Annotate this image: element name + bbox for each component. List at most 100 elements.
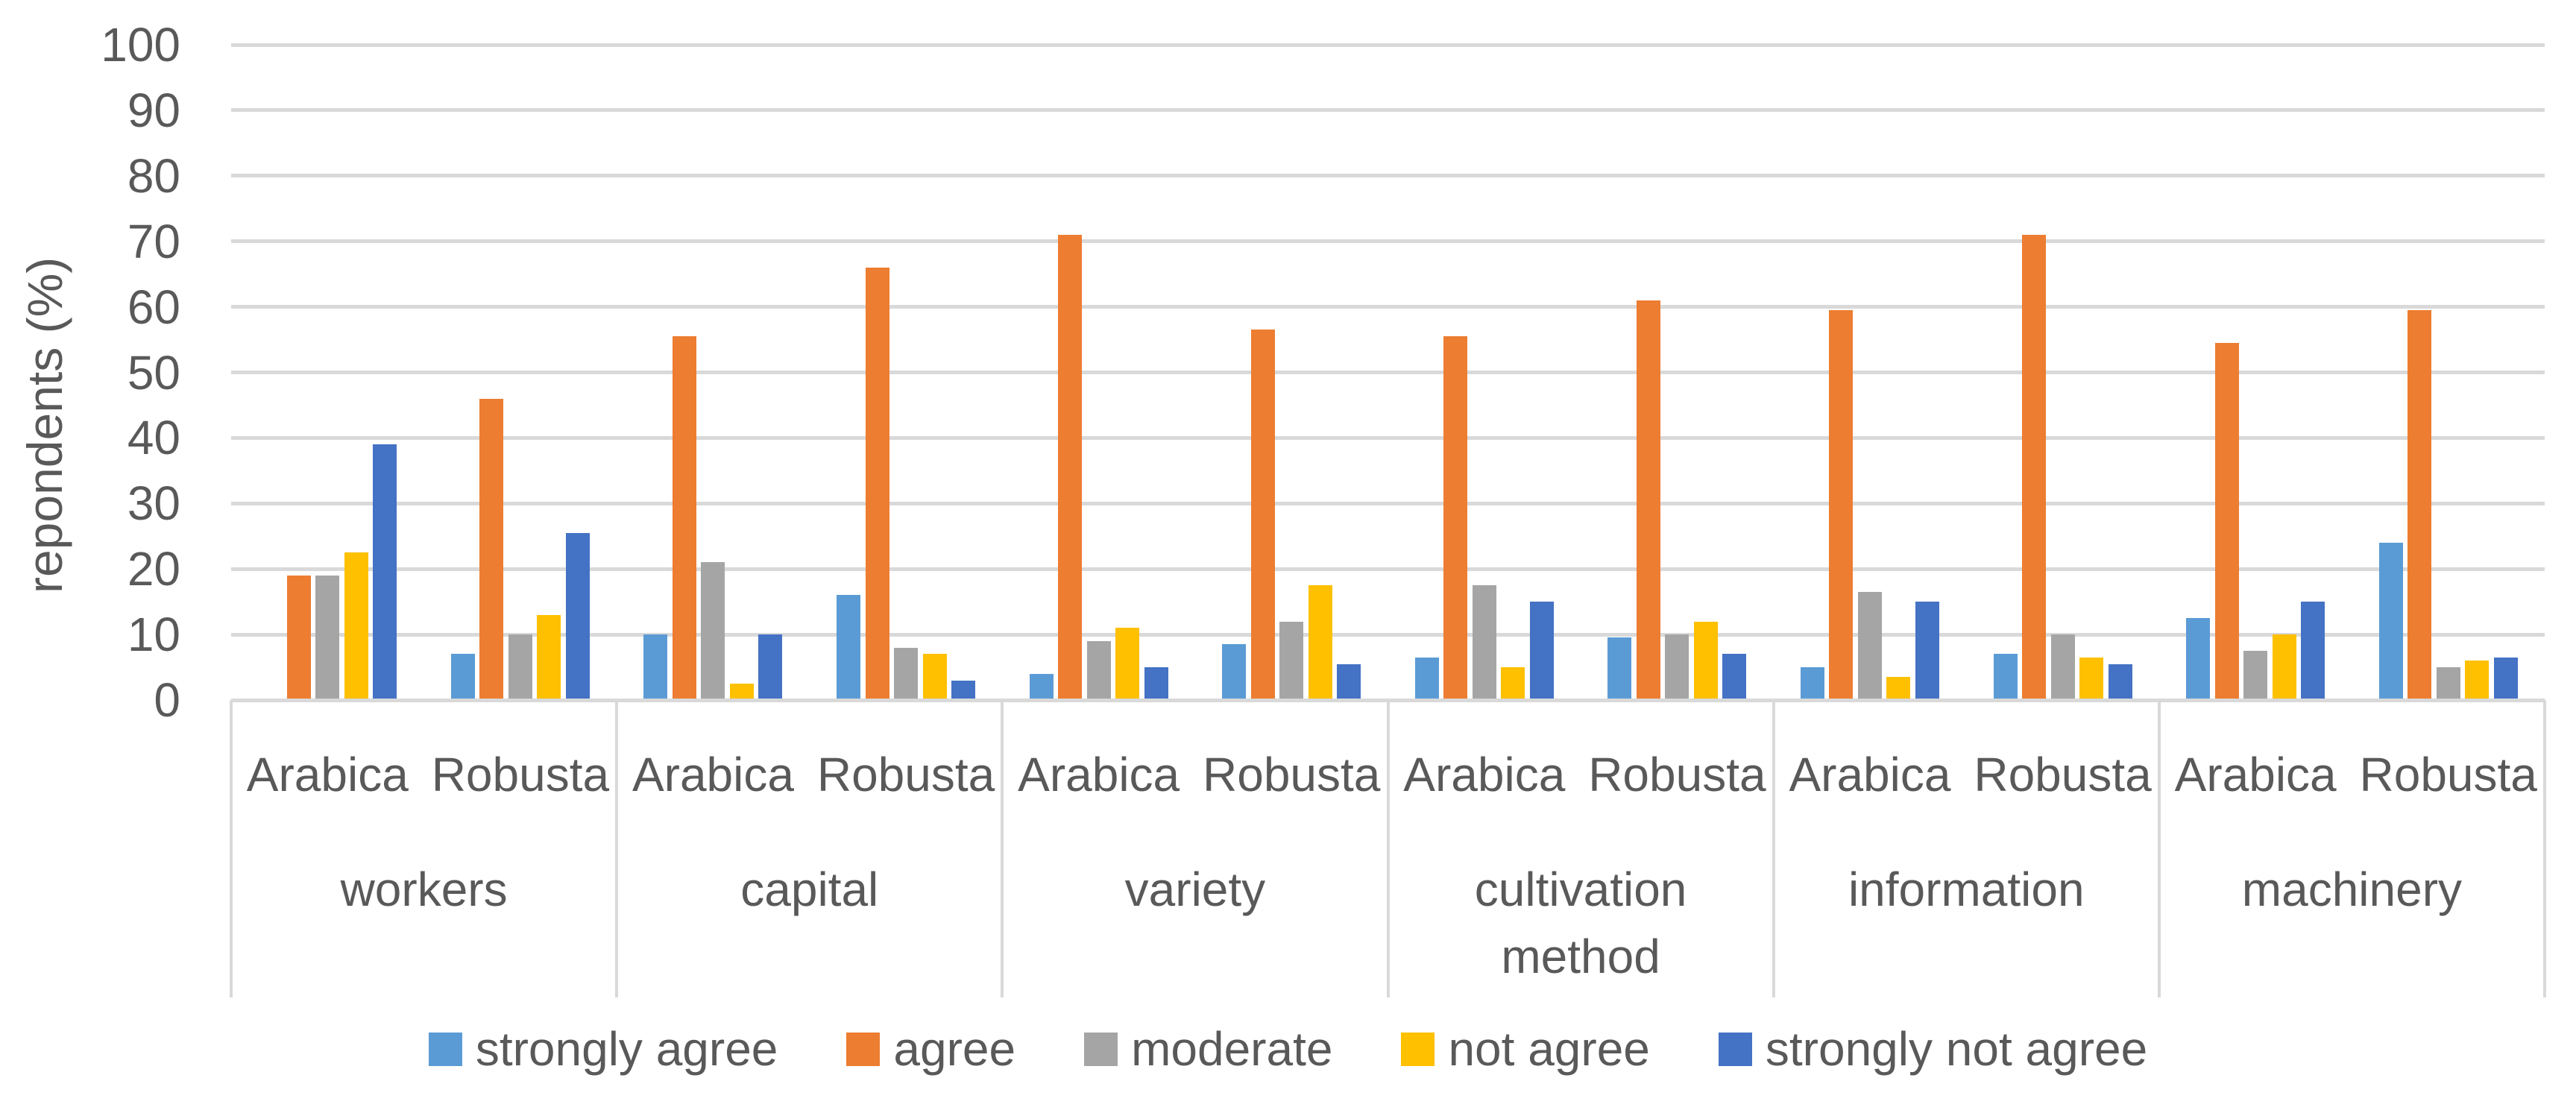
legend-label: not agree bbox=[1448, 1022, 1650, 1076]
bar-information-arabica-moderate bbox=[1857, 591, 1882, 700]
y-tick-label: 100 bbox=[101, 18, 180, 72]
bar-cultivation-method-arabica-strongly-not-agree bbox=[1529, 602, 1554, 700]
legend-item-strongly-not-agree: strongly not agree bbox=[1718, 1022, 2148, 1076]
bar-variety-robusta-strongly-agree bbox=[1222, 644, 1247, 700]
gridline bbox=[231, 501, 2545, 505]
bar-capital-arabica-agree bbox=[672, 336, 696, 700]
bar-variety-arabica-strongly-not-agree bbox=[1144, 667, 1168, 700]
subgroup-label-workers-arabica: Arabica bbox=[246, 748, 409, 801]
y-tick-label: 60 bbox=[127, 280, 180, 334]
bar-cultivation-method-arabica-agree bbox=[1443, 336, 1468, 700]
y-tick-label: 10 bbox=[127, 608, 180, 662]
bar-workers-robusta-not-agree bbox=[537, 614, 561, 700]
bar-cultivation-method-robusta-strongly-not-agree bbox=[1722, 654, 1747, 700]
legend-item-strongly-agree: strongly agree bbox=[428, 1022, 778, 1076]
bar-variety-arabica-moderate bbox=[1086, 640, 1111, 700]
gridline bbox=[231, 305, 2545, 309]
y-tick-label: 30 bbox=[127, 476, 180, 531]
bar-machinery-robusta-moderate bbox=[2436, 667, 2460, 700]
bar-machinery-arabica-strongly-agree bbox=[2186, 618, 2211, 700]
bar-workers-robusta-moderate bbox=[508, 634, 532, 700]
bar-workers-arabica-strongly-not-agree bbox=[373, 444, 397, 700]
bar-capital-robusta-strongly-not-agree bbox=[951, 680, 976, 700]
y-tick-label: 40 bbox=[127, 411, 180, 465]
bar-variety-robusta-strongly-not-agree bbox=[1337, 663, 1361, 700]
bar-machinery-arabica-agree bbox=[2214, 342, 2239, 700]
bar-cultivation-method-robusta-agree bbox=[1636, 300, 1660, 700]
bar-capital-robusta-moderate bbox=[894, 647, 919, 700]
category-divider bbox=[2157, 700, 2161, 997]
gridline bbox=[231, 174, 2545, 178]
y-tick-label: 80 bbox=[127, 148, 180, 203]
bar-cultivation-method-arabica-strongly-agree bbox=[1414, 657, 1439, 700]
group-label-variety: variety bbox=[1124, 863, 1266, 916]
legend-item-agree: agree bbox=[846, 1023, 1015, 1075]
bar-machinery-robusta-strongly-not-agree bbox=[2493, 657, 2518, 700]
category-divider bbox=[1386, 700, 1390, 997]
y-tick-label: 50 bbox=[127, 345, 180, 400]
subgroup-label-machinery-robusta: Robusta bbox=[2359, 748, 2537, 801]
y-tick-label: 20 bbox=[127, 542, 180, 596]
bar-workers-robusta-strongly-not-agree bbox=[565, 532, 590, 700]
gridline bbox=[231, 567, 2545, 571]
bar-variety-robusta-agree bbox=[1250, 330, 1275, 700]
legend-swatch-strongly-not-agree bbox=[1718, 1032, 1752, 1066]
y-tick-label: 70 bbox=[127, 214, 180, 268]
gridline bbox=[231, 108, 2545, 113]
bar-machinery-arabica-strongly-not-agree bbox=[2301, 602, 2325, 700]
bar-machinery-arabica-moderate bbox=[2243, 651, 2268, 700]
legend-swatch-strongly-agree bbox=[428, 1032, 462, 1066]
bar-information-robusta-strongly-not-agree bbox=[2108, 663, 2132, 700]
bar-machinery-robusta-strongly-agree bbox=[2378, 543, 2403, 700]
bar-workers-robusta-strongly-agree bbox=[450, 654, 475, 700]
bar-capital-robusta-agree bbox=[865, 267, 889, 700]
bar-cultivation-method-robusta-moderate bbox=[1665, 634, 1689, 700]
bar-variety-robusta-moderate bbox=[1279, 621, 1304, 700]
subgroup-label-cultivation-method-robusta: Robusta bbox=[1588, 748, 1766, 801]
legend-item-moderate: moderate bbox=[1084, 1023, 1332, 1075]
bar-information-arabica-agree bbox=[1829, 309, 1854, 700]
legend-swatch-moderate bbox=[1084, 1032, 1118, 1066]
bar-cultivation-method-robusta-not-agree bbox=[1693, 621, 1718, 700]
bar-information-robusta-strongly-agree bbox=[1993, 654, 2018, 700]
gridline bbox=[231, 371, 2545, 374]
bar-capital-arabica-strongly-not-agree bbox=[758, 634, 783, 700]
bar-workers-arabica-not-agree bbox=[344, 552, 368, 700]
legend: strongly agree agree moderate not agree stro… bbox=[0, 1023, 2576, 1075]
gridline bbox=[231, 435, 2545, 440]
y-tick-label: 90 bbox=[127, 83, 180, 137]
bar-cultivation-method-robusta-strongly-agree bbox=[1607, 637, 1632, 700]
legend-label: strongly not agree bbox=[1765, 1022, 2148, 1076]
bar-capital-arabica-strongly-agree bbox=[643, 634, 668, 700]
legend-swatch-not-agree bbox=[1401, 1032, 1435, 1066]
bar-variety-arabica-agree bbox=[1058, 234, 1083, 700]
subgroup-label-capital-arabica: Arabica bbox=[632, 748, 794, 801]
bar-variety-arabica-strongly-agree bbox=[1029, 673, 1054, 700]
bar-information-robusta-agree bbox=[2022, 234, 2047, 700]
group-label-workers: workers bbox=[340, 863, 508, 916]
group-label-information: information bbox=[1848, 863, 2085, 916]
bar-workers-arabica-moderate bbox=[315, 575, 340, 700]
group-label-cultivation-method: cultivation method bbox=[1474, 863, 1687, 983]
legend-label: moderate bbox=[1131, 1022, 1333, 1076]
legend-label: strongly agree bbox=[475, 1022, 778, 1076]
bar-variety-robusta-not-agree bbox=[1308, 585, 1332, 700]
subgroup-label-capital-robusta: Robusta bbox=[816, 748, 995, 801]
bar-information-robusta-not-agree bbox=[2079, 657, 2104, 700]
bar-machinery-arabica-not-agree bbox=[2272, 634, 2296, 700]
gridline bbox=[231, 632, 2545, 637]
bar-variety-arabica-not-agree bbox=[1115, 628, 1140, 700]
legend-item-not-agree: not agree bbox=[1401, 1022, 1650, 1076]
subgroup-label-workers-robusta: Robusta bbox=[431, 748, 610, 801]
subgroup-label-information-robusta: Robusta bbox=[1974, 748, 2152, 801]
bar-information-arabica-strongly-agree bbox=[1800, 667, 1824, 700]
bar-machinery-robusta-not-agree bbox=[2465, 661, 2490, 700]
category-divider bbox=[1772, 700, 1775, 997]
bar-capital-robusta-strongly-agree bbox=[837, 595, 861, 700]
legend-swatch-agree bbox=[846, 1032, 881, 1066]
bar-capital-robusta-not-agree bbox=[922, 654, 947, 700]
bar-workers-robusta-agree bbox=[479, 398, 504, 700]
subgroup-label-machinery-arabica: Arabica bbox=[2174, 748, 2337, 801]
gridline bbox=[231, 42, 2545, 47]
group-label-capital: capital bbox=[740, 863, 879, 916]
